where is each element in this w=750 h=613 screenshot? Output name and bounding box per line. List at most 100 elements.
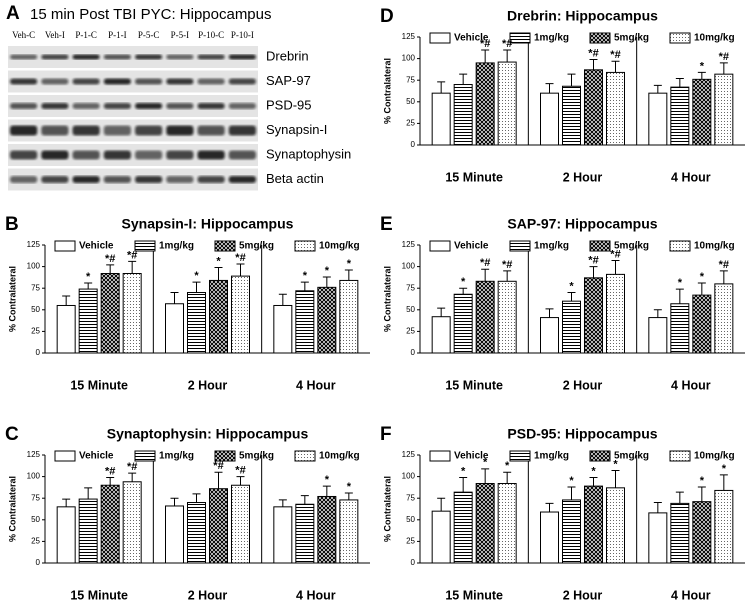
error-bar (236, 263, 245, 277)
y-tick-label: 50 (31, 305, 40, 314)
blot-band (228, 103, 256, 109)
x-tick-label: 15 Minute (445, 170, 503, 184)
legend-swatch (589, 450, 611, 462)
error-bar (62, 295, 71, 306)
blot-band (228, 176, 256, 183)
blot-band (197, 103, 225, 109)
error-bar (106, 264, 115, 274)
bar (317, 286, 337, 354)
significance-mark: * (86, 271, 91, 283)
error-bar (170, 292, 179, 304)
chart-title: Synapsin-I: Hippocampus (122, 216, 294, 232)
blot-band (135, 150, 163, 160)
lane-label: P-1-C (75, 30, 97, 40)
blot-band (41, 78, 69, 85)
x-tick-label: 4 Hour (671, 170, 711, 184)
lane-label: P-10-C (198, 30, 224, 40)
blot-band (41, 125, 69, 136)
legend-label: 5mg/kg (614, 451, 649, 462)
error-bar (84, 487, 93, 500)
error-bar (611, 260, 620, 275)
bar (231, 484, 250, 564)
y-tick-label: 100 (402, 262, 416, 271)
significance-mark: * (569, 280, 574, 292)
error-bar (459, 476, 468, 493)
chart-title: PSD-95: Hippocampus (507, 426, 657, 442)
blot-band (72, 176, 100, 183)
legend-label: 5mg/kg (614, 33, 649, 44)
y-tick-label: 0 (411, 348, 416, 357)
legend-swatch (429, 240, 451, 252)
legend-swatch (589, 32, 611, 44)
bar (78, 498, 98, 564)
significance-mark: * (591, 465, 596, 477)
bar (714, 489, 734, 564)
y-tick-label: 50 (406, 305, 415, 314)
blot-band (228, 78, 256, 85)
panel-letter: C (5, 424, 19, 445)
error-bar (545, 83, 554, 94)
blot-band (103, 125, 131, 136)
blot-band (72, 150, 100, 160)
bar (295, 290, 315, 354)
error-bar (214, 266, 223, 281)
blot-band (166, 150, 194, 160)
bar (431, 92, 451, 146)
blot-band (103, 150, 131, 160)
protein-label: Beta actin (266, 171, 324, 186)
legend-label: Vehicle (79, 451, 114, 462)
blot-band (228, 125, 256, 136)
lane-label: P-5-C (138, 30, 160, 40)
panel-letter: B (5, 214, 19, 235)
blot-band (72, 125, 100, 136)
legend-swatch (54, 450, 76, 462)
significance-mark: * (303, 270, 308, 282)
blot-band (197, 150, 225, 160)
legend-swatch (509, 240, 531, 252)
blot-band (103, 176, 131, 183)
blot-band (103, 103, 131, 109)
bar (453, 491, 473, 564)
bar (584, 277, 603, 354)
significance-mark: *# (502, 259, 512, 271)
blot-strip (8, 46, 258, 68)
error-bar (437, 497, 446, 512)
legend-label: Vehicle (79, 241, 114, 252)
significance-mark: *# (127, 461, 137, 473)
error-bar (697, 282, 706, 296)
legend-swatch (589, 240, 611, 252)
significance-mark: * (461, 465, 466, 477)
bar (692, 294, 712, 354)
blot-band (10, 150, 38, 160)
legend-label: 1mg/kg (534, 241, 569, 252)
bar (606, 487, 625, 564)
significance-mark: * (722, 463, 727, 475)
bar (165, 303, 184, 354)
blot-band (10, 176, 38, 183)
bar (562, 85, 581, 146)
error-bar (567, 292, 576, 302)
bar (692, 501, 712, 564)
error-bar (675, 77, 684, 88)
significance-mark: *# (719, 259, 729, 271)
error-bar (437, 307, 446, 317)
error-bar (344, 492, 353, 500)
bar (165, 505, 184, 564)
legend-label: Vehicle (454, 33, 489, 44)
x-tick-label: 15 Minute (445, 588, 503, 602)
y-tick-label: 100 (402, 472, 416, 481)
bar (714, 283, 734, 354)
bar (670, 86, 690, 146)
protein-label: SAP-97 (266, 73, 311, 88)
error-bar (653, 502, 662, 513)
error-bar (192, 281, 201, 293)
y-tick-label: 75 (406, 283, 415, 292)
legend-swatch (509, 32, 531, 44)
legend-swatch (429, 450, 451, 462)
error-bar (545, 502, 554, 513)
bar (648, 512, 668, 564)
error-bar (300, 495, 309, 505)
chart-title: Synaptophysin: Hippocampus (107, 426, 309, 442)
error-bar (481, 468, 490, 484)
y-tick-label: 75 (406, 493, 415, 502)
